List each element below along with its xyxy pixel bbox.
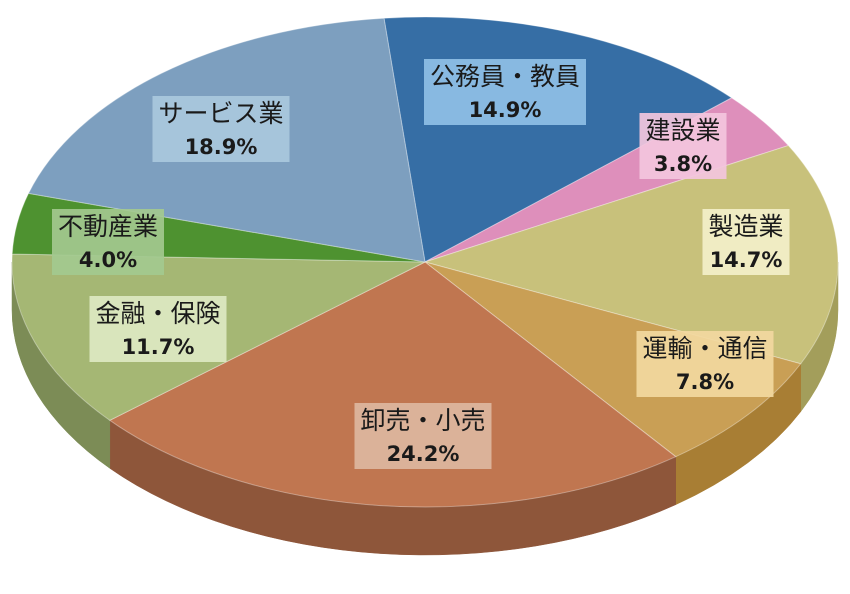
pie-slice-4 xyxy=(108,261,677,508)
slice-label-bg xyxy=(702,209,790,275)
slice-label-name: 不動産業 xyxy=(58,212,158,241)
slice-label-5: 金融・保険 11.7% xyxy=(89,296,227,362)
slice-label-value: 24.2% xyxy=(387,442,460,466)
slice-label-name: 卸売・小売 xyxy=(360,406,485,435)
slice-label-value: 11.7% xyxy=(122,335,195,359)
slice-label-7: サービス業 18.9% xyxy=(152,96,290,162)
slice-label-bg xyxy=(89,296,227,362)
slice-label-6: 不動産業 4.0% xyxy=(51,209,165,275)
slice-label-bg xyxy=(639,113,727,179)
pie-labels: 公務員・教員 14.9% 建設業 3.8% 製造業 14.7% 運輸・通信 7.8% 卸売・小売… xyxy=(51,59,790,469)
slice-label-4: 卸売・小売 24.2% xyxy=(354,403,492,469)
slice-label-value: 7.8% xyxy=(676,370,734,394)
slice-label-2: 製造業 14.7% xyxy=(702,209,790,275)
slice-label-name: 運輸・通信 xyxy=(642,334,767,363)
slice-label-name: 公務員・教員 xyxy=(430,62,580,91)
slice-label-value: 3.8% xyxy=(654,152,712,176)
slice-label-name: 建設業 xyxy=(645,116,720,145)
slice-label-value: 4.0% xyxy=(79,248,137,272)
slice-label-bg xyxy=(354,403,492,469)
slice-label-bg xyxy=(51,209,165,275)
slice-label-bg xyxy=(423,59,587,125)
slice-label-1: 建設業 3.8% xyxy=(639,113,727,179)
pie-sides xyxy=(11,261,839,556)
pie-slice-2 xyxy=(423,144,839,365)
pie-slice-3 xyxy=(424,261,802,458)
slice-label-bg xyxy=(152,96,290,162)
slice-label-3: 運輸・通信 7.8% xyxy=(636,331,774,397)
slice-label-name: 金融・保険 xyxy=(95,299,220,328)
slice-label-name: 製造業 xyxy=(708,212,783,241)
slice-label-name: サービス業 xyxy=(158,99,283,128)
slice-label-value: 14.9% xyxy=(469,98,542,122)
slice-label-bg xyxy=(636,331,774,397)
slice-label-0: 公務員・教員 14.9% xyxy=(423,59,587,125)
slice-label-value: 14.7% xyxy=(710,248,783,272)
slice-label-value: 18.9% xyxy=(185,135,258,159)
